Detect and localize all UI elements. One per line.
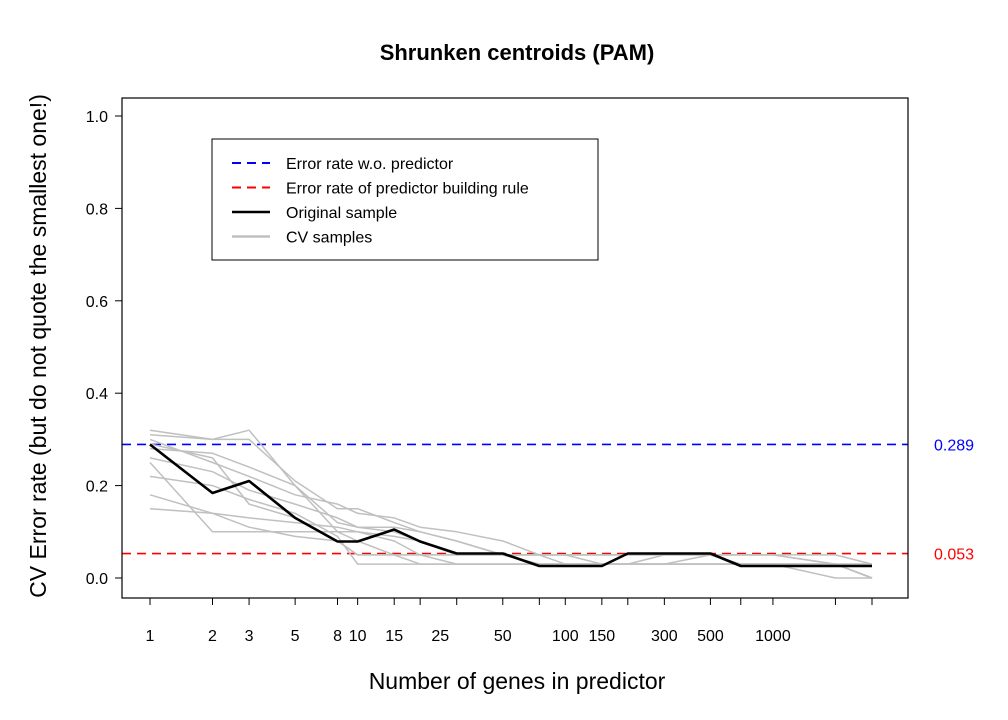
reference-line-label: 0.053 xyxy=(934,547,974,564)
axes: 0.0 0.2 0.4 0.6 0.8 1.0 1 2 3 5 8 10 15 25 50 100 150 300… xyxy=(86,97,909,645)
reference-line-label: 0.289 xyxy=(934,437,974,454)
x-tick-label: 300 xyxy=(651,628,678,645)
x-tick-label: 100 xyxy=(552,628,579,645)
series-line-cv-sample xyxy=(149,447,873,579)
x-tick-label: 3 xyxy=(245,628,254,645)
legend-label: Error rate w.o. predictor xyxy=(286,156,454,173)
y-tick-label: 0.0 xyxy=(86,571,108,588)
x-tick-label: 1 xyxy=(146,628,155,645)
x-tick-label: 10 xyxy=(349,628,367,645)
x-tick-label: 500 xyxy=(697,628,724,645)
x-tick-label: 25 xyxy=(431,628,449,645)
reference-lines: 0.289 0.053 xyxy=(122,437,974,564)
y-tick-label: 0.6 xyxy=(86,294,108,311)
x-tick-label: 2 xyxy=(208,628,217,645)
legend-label: CV samples xyxy=(286,230,372,247)
series-line-cv-sample xyxy=(149,475,872,579)
y-tick-label: 0.4 xyxy=(86,386,108,403)
x-tick-label: 15 xyxy=(385,628,403,645)
series-line-original-sample xyxy=(149,443,872,568)
y-tick-label: 0.8 xyxy=(86,201,108,218)
series-line-cv-sample xyxy=(149,443,873,579)
y-tick-label: 0.2 xyxy=(86,479,108,496)
legend: Error rate w.o. predictor Error rate of p… xyxy=(211,138,599,261)
x-tick-label: 1000 xyxy=(755,628,791,645)
series-line-cv-sample xyxy=(149,434,873,579)
legend-box xyxy=(211,138,599,261)
series-layer xyxy=(149,429,873,579)
legend-label: Error rate of predictor building rule xyxy=(286,181,529,198)
x-tick-label: 50 xyxy=(494,628,512,645)
x-tick-label: 150 xyxy=(588,628,615,645)
legend-label: Original sample xyxy=(286,205,397,222)
y-axis-label: CV Error rate (but do not quote the smal… xyxy=(25,94,51,598)
plot-frame xyxy=(121,97,909,599)
x-tick-label: 5 xyxy=(291,628,300,645)
x-axis-label: Number of genes in predictor xyxy=(369,668,666,694)
series-line-cv-sample xyxy=(149,457,872,565)
y-tick-label: 1.0 xyxy=(86,109,108,126)
chart-title: Shrunken centroids (PAM) xyxy=(380,40,655,65)
x-tick-label: 8 xyxy=(333,628,342,645)
